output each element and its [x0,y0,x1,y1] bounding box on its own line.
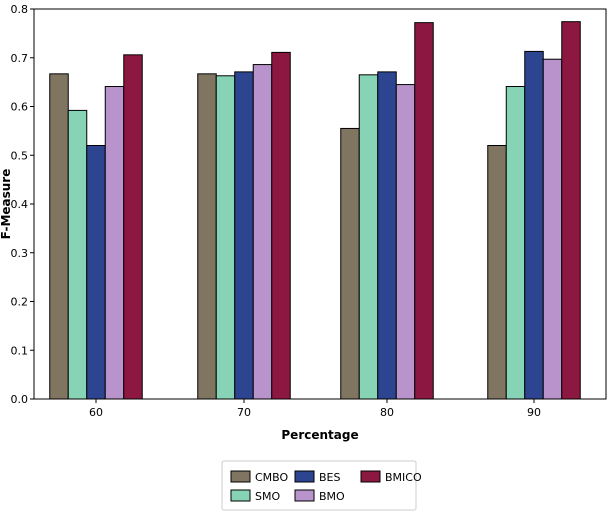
legend-label-bes: BES [319,471,340,484]
legend-swatch-bes [294,470,315,483]
x-axis-title: Percentage [281,428,358,442]
bar-bmico-60 [123,54,143,400]
bar-bes-80 [377,71,397,400]
y-tick-label: 0.8 [11,3,29,16]
bar-bmo-60 [104,86,125,400]
x-tick-label: 60 [89,406,103,419]
bar-bmo-90 [542,58,563,400]
x-tick-label: 70 [237,406,251,419]
bar-bes-60 [86,145,106,400]
x-tick-label: 90 [527,406,541,419]
y-tick-label: 0.2 [11,296,29,309]
bar-bmico-80 [414,22,434,400]
y-tick-label: 0.1 [11,344,29,357]
legend-label-bmo: BMO [319,490,345,503]
bar-bmico-90 [561,21,581,400]
bar-cmbo-90 [487,145,507,400]
legend-label-smo: SMO [255,490,280,503]
bar-bmo-70 [252,64,273,400]
bar-smo-90 [505,86,526,400]
legend-swatch-smo [230,489,251,502]
legend-swatch-bmico [360,470,381,483]
legend-swatch-bmo [294,489,315,502]
bar-smo-80 [358,74,379,400]
legend-label-bmico: BMICO [385,471,422,484]
bar-bmo-80 [395,84,416,400]
y-tick-label: 0.3 [11,247,29,260]
legend-swatch-cmbo [230,470,251,483]
y-axis: 0.0 0.1 0.2 0.3 0.4 0.5 0.6 0.7 0.8 [11,3,34,406]
bar-cmbo-70 [197,73,217,400]
bar-cmbo-80 [340,127,360,400]
x-tick-label: 80 [380,406,394,419]
y-tick-label: 0.0 [11,393,29,406]
y-tick-label: 0.7 [11,52,29,65]
legend-label-cmbo: CMBO [255,471,289,484]
plot-bars [49,21,581,400]
bar-bes-70 [234,71,254,400]
x-axis: 60 70 80 90 [89,399,541,419]
bar-smo-60 [67,109,88,400]
y-tick-label: 0.4 [11,198,29,211]
bar-bmico-70 [271,51,291,400]
bar-bes-90 [524,50,544,400]
bar-cmbo-60 [49,73,69,400]
y-axis-title: F-Measure [0,169,13,240]
y-tick-label: 0.5 [11,149,29,162]
bar-smo-70 [215,75,236,400]
legend: CMBO SMO BES BMO BMICO [221,460,422,511]
y-tick-label: 0.6 [11,101,29,114]
